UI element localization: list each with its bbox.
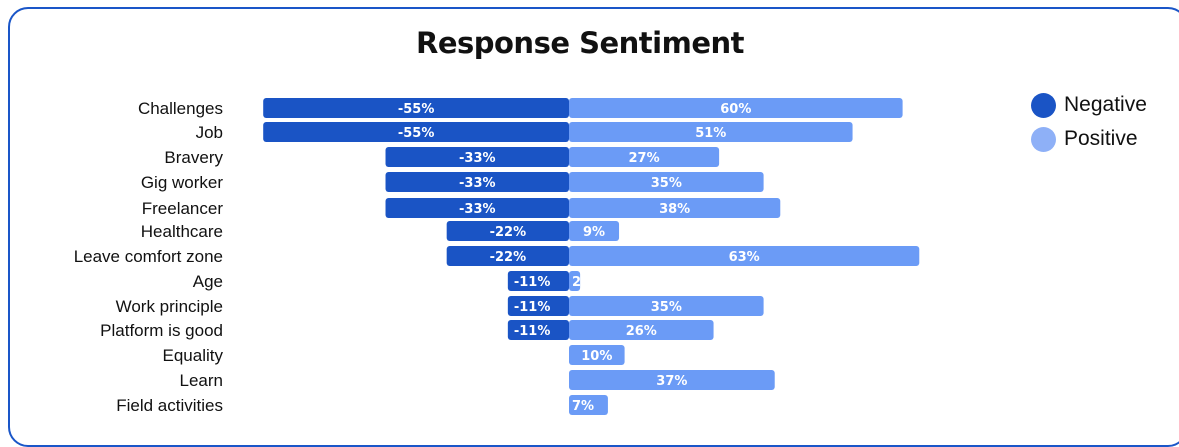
positive-bar-bravery <box>569 147 720 167</box>
positive-bar-leave-comfort-zone <box>569 246 920 266</box>
negative-value-label-challenges: -55% <box>398 102 435 117</box>
negative-bar-work-principle <box>507 296 569 316</box>
positive-bar-healthcare <box>569 221 620 241</box>
category-label-leave-comfort-zone: Leave comfort zone <box>74 247 223 266</box>
negative-bar-leave-comfort-zone <box>446 246 569 266</box>
positive-value-label-equality: 10% <box>581 349 612 364</box>
negative-value-label-leave-comfort-zone: -22% <box>490 250 527 265</box>
category-label-age: Age <box>193 272 223 291</box>
positive-bar-age <box>569 271 581 291</box>
negative-value-label-job: -55% <box>398 126 435 141</box>
category-label-platform-is-good: Platform is good <box>100 321 223 340</box>
positive-bar-equality <box>569 345 625 365</box>
category-label-equality: Equality <box>163 346 224 365</box>
positive-value-label-freelancer: 38% <box>659 202 690 217</box>
negative-value-label-platform-is-good: -11% <box>514 324 551 339</box>
positive-value-label-challenges: 60% <box>720 102 751 117</box>
positive-bar-freelancer <box>569 198 781 218</box>
positive-bar-field-activities <box>569 395 608 415</box>
negative-value-label-age: -11% <box>514 275 551 290</box>
negative-bar-age <box>507 271 569 291</box>
category-label-bravery: Bravery <box>164 148 223 167</box>
positive-value-label-age: 2% <box>572 275 594 290</box>
negative-bar-healthcare <box>446 221 569 241</box>
negative-value-label-freelancer: -33% <box>459 202 496 217</box>
negative-bar-bravery <box>385 147 569 167</box>
positive-value-label-leave-comfort-zone: 63% <box>729 250 760 265</box>
positive-value-label-gig-worker: 35% <box>651 176 682 191</box>
negative-bar-job <box>263 122 569 142</box>
positive-bar-gig-worker <box>569 172 764 192</box>
negative-bar-platform-is-good <box>507 320 569 340</box>
positive-bar-learn <box>569 370 775 390</box>
positive-value-label-platform-is-good: 26% <box>626 324 657 339</box>
negative-value-label-bravery: -33% <box>459 151 496 166</box>
positive-bar-work-principle <box>569 296 764 316</box>
category-label-healthcare: Healthcare <box>141 222 223 241</box>
legend-label-negative: Negative <box>1064 93 1147 116</box>
legend-item-positive: Positive <box>1031 122 1147 156</box>
legend-label-positive: Positive <box>1064 127 1138 150</box>
category-label-field-activities: Field activities <box>116 396 223 415</box>
legend-item-negative: Negative <box>1031 88 1147 122</box>
negative-value-label-work-principle: -11% <box>514 300 551 315</box>
positive-value-label-bravery: 27% <box>628 151 659 166</box>
negative-bar-challenges <box>263 98 569 118</box>
category-label-learn: Learn <box>180 371 223 390</box>
category-label-work-principle: Work principle <box>116 297 223 316</box>
legend: Negative Positive <box>1031 88 1147 156</box>
category-label-challenges: Challenges <box>138 99 223 118</box>
negative-value-label-healthcare: -22% <box>490 225 527 240</box>
chart-title: Response Sentiment <box>415 26 745 60</box>
positive-bar-job <box>569 122 853 142</box>
positive-value-label-healthcare: 9% <box>583 225 605 240</box>
negative-bar-freelancer <box>385 198 569 218</box>
positive-value-label-learn: 37% <box>656 374 687 389</box>
category-label-job: Job <box>196 123 223 142</box>
negative-bar-gig-worker <box>385 172 569 192</box>
positive-bar-platform-is-good <box>569 320 714 340</box>
category-label-gig-worker: Gig worker <box>141 173 224 192</box>
positive-bar-challenges <box>569 98 903 118</box>
legend-swatch-positive <box>1031 126 1056 152</box>
positive-value-label-job: 51% <box>695 126 726 141</box>
negative-value-label-gig-worker: -33% <box>459 176 496 191</box>
positive-value-label-field-activities: 7% <box>572 399 594 414</box>
bar-chart: Challenges -55% 60% Job -55% 51% Bravery -33% 27… <box>74 98 920 415</box>
legend-swatch-negative <box>1031 92 1056 118</box>
positive-value-label-work-principle: 35% <box>651 300 682 315</box>
category-label-freelancer: Freelancer <box>142 199 224 218</box>
